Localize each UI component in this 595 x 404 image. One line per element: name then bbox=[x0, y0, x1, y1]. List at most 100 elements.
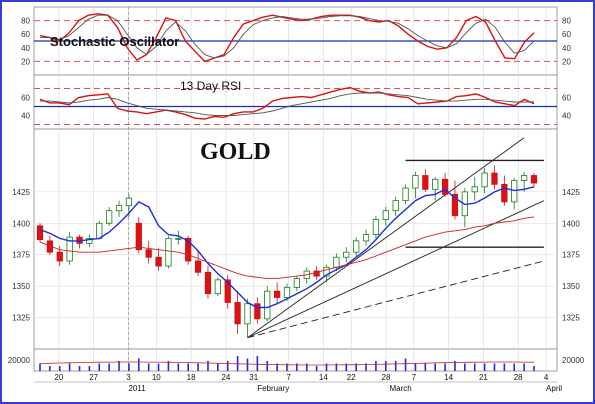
volume-bar bbox=[345, 363, 348, 371]
y-tick-right: 1375 bbox=[562, 251, 580, 260]
volume-bar bbox=[266, 361, 269, 371]
y-tick-right: 60 bbox=[562, 94, 571, 103]
y-tick-left: 20 bbox=[21, 57, 30, 66]
x-day-label: 22 bbox=[347, 373, 356, 382]
volume-bar bbox=[434, 363, 436, 371]
candle-up bbox=[214, 279, 221, 295]
y-tick-left: 1400 bbox=[12, 219, 30, 228]
volume-bar bbox=[325, 363, 328, 371]
volume-bar bbox=[118, 361, 120, 371]
candle-up bbox=[323, 266, 330, 277]
volume-panel bbox=[33, 348, 558, 372]
x-day-label: 7 bbox=[286, 373, 291, 382]
volume-bar bbox=[493, 363, 496, 371]
x-day-label: 28 bbox=[382, 373, 391, 382]
y-tick-left: 40 bbox=[21, 112, 30, 121]
candle-up bbox=[392, 200, 399, 212]
y-tick-right: 1425 bbox=[562, 188, 580, 197]
stochastic-line-1 bbox=[40, 14, 535, 59]
x-month-label: March bbox=[389, 384, 411, 393]
volume-bar bbox=[167, 361, 170, 371]
y-tick-left: 60 bbox=[21, 94, 30, 103]
x-day-label: 14 bbox=[319, 373, 328, 382]
candle-up bbox=[481, 172, 488, 188]
y-tick-left: 1375 bbox=[12, 251, 30, 260]
trend-line-steep bbox=[247, 137, 525, 339]
volume-bar bbox=[138, 358, 140, 371]
volume-bar bbox=[217, 363, 219, 371]
y-tick-right: 80 bbox=[562, 17, 571, 26]
y-tick-left: 60 bbox=[21, 30, 30, 39]
x-day-label: 7 bbox=[412, 373, 417, 382]
candle-up bbox=[244, 303, 251, 325]
candle-down bbox=[530, 175, 538, 184]
volume-average-line bbox=[39, 361, 535, 366]
rsi-panel bbox=[33, 74, 558, 130]
volume-bar bbox=[296, 363, 298, 371]
volume-tick-right: 20000 bbox=[562, 356, 585, 365]
volume-bar bbox=[157, 363, 160, 371]
y-tick-right: 1350 bbox=[562, 282, 580, 291]
volume-bar bbox=[128, 363, 130, 371]
stochastic-line-0 bbox=[39, 13, 535, 63]
volume-bar bbox=[523, 363, 525, 371]
candle-down bbox=[254, 303, 261, 320]
x-day-label: 14 bbox=[444, 373, 453, 382]
candle-down bbox=[194, 260, 202, 273]
y-tick-left: 40 bbox=[21, 44, 30, 53]
y-tick-right: 20 bbox=[562, 57, 571, 66]
y-tick-left: 1350 bbox=[12, 282, 30, 291]
price-panel bbox=[33, 128, 558, 350]
volume-bar bbox=[197, 363, 199, 371]
volume-bar bbox=[88, 366, 91, 371]
volume-bar bbox=[375, 361, 377, 371]
y-tick-left: 1425 bbox=[12, 188, 30, 197]
x-day-label: 18 bbox=[187, 373, 196, 382]
candle-up bbox=[115, 205, 123, 212]
volume-bar bbox=[68, 363, 71, 371]
x-day-label: 20 bbox=[54, 373, 63, 382]
x-day-label: 3 bbox=[126, 373, 131, 382]
candle-up bbox=[96, 222, 103, 239]
volume-bar bbox=[108, 363, 110, 371]
volume-bar bbox=[355, 363, 357, 371]
candle-up bbox=[293, 278, 300, 288]
volume-bar bbox=[335, 363, 338, 371]
candle-up bbox=[372, 219, 380, 235]
candle-up bbox=[175, 237, 182, 240]
x-day-label: 31 bbox=[249, 373, 258, 382]
volume-bar bbox=[454, 361, 456, 371]
candle-down bbox=[451, 193, 459, 217]
candle-up bbox=[432, 178, 439, 190]
volume-bar bbox=[385, 361, 387, 371]
x-month-label: 2011 bbox=[128, 384, 146, 393]
x-day-label: 27 bbox=[89, 373, 98, 382]
volume-bar bbox=[404, 358, 407, 371]
gold-title: GOLD bbox=[200, 139, 271, 165]
volume-bar bbox=[147, 363, 150, 371]
candle-down bbox=[145, 249, 152, 258]
x-day-label: 28 bbox=[514, 373, 523, 382]
volume-bar bbox=[305, 363, 308, 371]
rsi-line-1 bbox=[40, 92, 534, 116]
candle-up bbox=[264, 290, 271, 320]
candle-down bbox=[422, 175, 429, 190]
candle-up bbox=[165, 237, 172, 267]
candle-down bbox=[313, 270, 320, 277]
rsi-title: 13 Day RSI bbox=[180, 79, 241, 93]
candle-up bbox=[343, 251, 350, 258]
y-tick-right: 60 bbox=[562, 30, 571, 39]
volume-bar bbox=[464, 363, 466, 371]
volume-bar bbox=[286, 363, 288, 371]
x-month-label: February bbox=[257, 384, 289, 393]
rsi-line-0 bbox=[39, 86, 535, 120]
volume-bar bbox=[414, 363, 417, 371]
y-tick-left: 80 bbox=[21, 17, 30, 26]
volume-bar bbox=[394, 361, 397, 371]
candle-up bbox=[412, 175, 419, 189]
y-tick-right: 40 bbox=[562, 44, 571, 53]
volume-bar bbox=[473, 363, 476, 371]
candle-down bbox=[234, 302, 241, 325]
stochastic-title: Stochastic Oscillator bbox=[50, 34, 179, 49]
